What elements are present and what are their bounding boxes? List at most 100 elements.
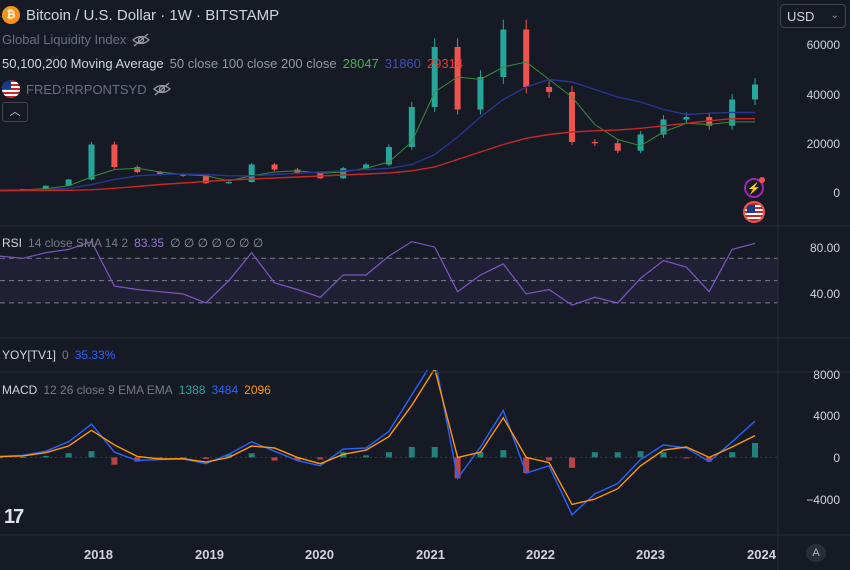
macd-histogram-bar xyxy=(294,457,301,461)
price-candle xyxy=(225,182,232,184)
macd-tick: 8000 xyxy=(813,368,840,382)
time-tick: 2024 xyxy=(747,547,776,562)
price-candle xyxy=(180,174,187,176)
macd-histogram-bar xyxy=(568,457,575,468)
ma200-value: 29314 xyxy=(426,56,464,71)
price-candle xyxy=(340,168,347,179)
price-candle xyxy=(614,143,621,151)
us-flag-icon[interactable] xyxy=(743,201,765,223)
macd-tick: 4000 xyxy=(813,409,840,423)
macd-histogram-bar xyxy=(454,457,461,479)
liquidity-legend[interactable]: Global Liquidity Index xyxy=(2,32,151,47)
time-tick: 2020 xyxy=(305,547,334,562)
tradingview-logo[interactable]: 17 xyxy=(4,506,24,528)
macd-legend[interactable]: MACD 12 26 close 9 EMA EMA 1388 3484 209… xyxy=(2,383,271,397)
price-candle xyxy=(477,77,484,110)
price-candle xyxy=(752,84,758,100)
price-candle xyxy=(271,164,278,170)
macd-histogram-bar xyxy=(500,450,507,458)
macd-histogram-bar xyxy=(729,452,736,458)
macd-histogram-bar xyxy=(88,451,95,458)
price-candle xyxy=(591,142,598,144)
time-tick: 2022 xyxy=(526,547,555,562)
macd-label: MACD xyxy=(2,383,38,397)
yoy-label: YOY[TV1] xyxy=(2,348,57,362)
symbol-header[interactable]: ₿ Bitcoin / U.S. Dollar · 1W · BITSTAMP xyxy=(2,6,279,24)
rsi-value: 83.35 xyxy=(134,236,165,250)
price-candle xyxy=(637,134,644,151)
eye-off-icon[interactable] xyxy=(152,82,171,96)
price-candle xyxy=(294,169,301,174)
time-tick: 2021 xyxy=(416,547,445,562)
rsi-line xyxy=(0,240,756,306)
macd-histogram-bar xyxy=(19,456,26,458)
ma50-value: 28047 xyxy=(342,56,379,71)
macd-histogram-bar xyxy=(202,457,209,459)
price-candle xyxy=(202,175,209,184)
price-candle xyxy=(500,29,507,77)
yoy-legend[interactable]: YOY[TV1] 0 35.33% xyxy=(2,348,115,362)
macd-histogram-bar xyxy=(523,457,530,474)
currency-value: USD xyxy=(787,9,815,24)
price-candle xyxy=(385,147,392,165)
yoy-value: 35.33% xyxy=(74,348,116,362)
ma100-value: 31860 xyxy=(384,56,421,71)
macd-histogram-bar xyxy=(0,457,3,459)
macd-histogram-bar xyxy=(546,457,553,461)
ma-params: 50 close 100 close 200 close xyxy=(169,56,337,71)
macd-histogram-bar xyxy=(42,455,49,458)
price-candle xyxy=(683,117,690,120)
macd-line-value: 3484 xyxy=(211,383,239,397)
macd-histogram-bar xyxy=(591,452,598,458)
macd-histogram-bar xyxy=(225,454,232,458)
rsi-na-values: ∅ ∅ ∅ ∅ ∅ ∅ ∅ xyxy=(170,236,264,250)
time-tick: 2018 xyxy=(84,547,113,562)
macd-histogram-bar xyxy=(752,442,758,458)
lightning-icon[interactable]: ⚡ xyxy=(744,178,764,198)
ma100-line xyxy=(0,78,755,192)
price-candle xyxy=(134,167,141,172)
fred-label: FRED:RRPONTSYD xyxy=(26,81,147,97)
yoy-param: 0 xyxy=(62,348,69,362)
macd-histogram-bar xyxy=(363,455,370,458)
fred-legend[interactable]: FRED:RRPONTSYD xyxy=(2,80,171,98)
liquidity-label: Global Liquidity Index xyxy=(2,32,127,47)
macd-histogram-bar xyxy=(408,447,415,458)
eye-off-icon[interactable] xyxy=(132,33,151,47)
notification-dot xyxy=(759,177,765,183)
macd-histogram-bar xyxy=(706,457,713,462)
rsi-legend[interactable]: RSI 14 close SMA 14 2 83.35 ∅ ∅ ∅ ∅ ∅ ∅ … xyxy=(2,236,263,250)
price-candle xyxy=(157,172,164,175)
price-candle xyxy=(523,29,530,87)
macd-histogram-bar xyxy=(660,452,667,458)
macd-histogram-bar xyxy=(637,451,644,458)
macd-histogram-bar xyxy=(431,447,438,458)
ma50-line xyxy=(0,61,755,191)
macd-histogram-bar xyxy=(477,452,484,458)
auto-scale-button[interactable]: A xyxy=(806,544,826,562)
price-chart[interactable] xyxy=(0,0,778,205)
macd-signal-value: 2096 xyxy=(244,383,271,397)
rsi-tick: 80.00 xyxy=(809,241,840,255)
price-candle xyxy=(660,119,667,135)
price-tick: 20000 xyxy=(806,137,840,151)
price-candle xyxy=(111,144,118,167)
time-tick: 2019 xyxy=(195,547,224,562)
price-candle xyxy=(454,47,461,110)
price-candle xyxy=(88,144,95,180)
rsi-label: RSI xyxy=(2,236,23,250)
currency-select[interactable]: USD ⌄ xyxy=(780,4,846,28)
macd-histogram-bar xyxy=(385,452,392,458)
macd-hist-value: 1388 xyxy=(178,383,206,397)
price-candle xyxy=(408,107,415,147)
price-candle xyxy=(568,92,575,142)
rsi-chart[interactable] xyxy=(0,228,778,328)
ma-legend[interactable]: 50,100,200 Moving Average 50 close 100 c… xyxy=(2,56,463,71)
macd-histogram-bar xyxy=(65,453,72,458)
macd-histogram-bar xyxy=(134,457,141,462)
price-tick: 60000 xyxy=(806,38,840,52)
price-candle xyxy=(42,185,49,189)
collapse-legend-button[interactable]: ︿ xyxy=(2,102,28,122)
macd-chart[interactable] xyxy=(0,370,778,530)
ma-label: 50,100,200 Moving Average xyxy=(2,56,164,71)
